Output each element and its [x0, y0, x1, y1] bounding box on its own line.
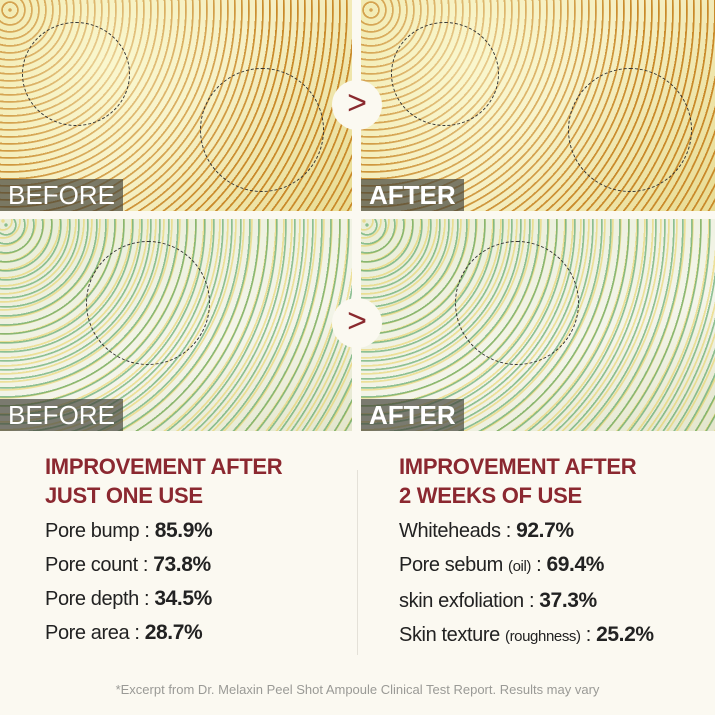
heading-line: IMPROVEMENT AFTER [399, 454, 637, 479]
focus-circle [200, 68, 324, 192]
bottom-before-image: BEFORE [0, 219, 352, 431]
result-value: 69.4% [546, 553, 605, 576]
result-item: Pore area : 28.7% [45, 621, 203, 644]
heading-line: JUST ONE USE [45, 483, 203, 508]
after-label: AFTER [361, 399, 464, 431]
result-item: Pore sebum (oil) : 69.4% [399, 553, 605, 576]
section-heading: IMPROVEMENT AFTER JUST ONE USE [45, 452, 283, 510]
result-item: Pore bump : 85.9% [45, 519, 213, 542]
divider [357, 470, 358, 655]
result-item: skin exfoliation : 37.3% [399, 589, 597, 612]
footnote: *Excerpt from Dr. Melaxin Peel Shot Ampo… [115, 682, 600, 697]
result-item: Skin texture (roughness) : 25.2% [399, 623, 654, 646]
result-label: Pore sebum [399, 554, 503, 576]
result-value: 37.3% [539, 589, 597, 612]
section-heading: IMPROVEMENT AFTER 2 WEEKS OF USE [399, 452, 654, 510]
top-before-image: BEFORE [0, 0, 352, 211]
focus-circle [391, 22, 499, 126]
after-label: AFTER [361, 179, 464, 211]
result-label: Pore depth [45, 588, 139, 610]
before-label: BEFORE [0, 179, 123, 211]
result-label: Whiteheads [399, 520, 501, 542]
before-label: BEFORE [0, 399, 123, 431]
result-label: Skin texture [399, 624, 500, 646]
two-weeks-results: IMPROVEMENT AFTER 2 WEEKS OF USE Whitehea… [399, 452, 654, 654]
arrow-right-icon: > [332, 298, 382, 348]
result-value: 73.8% [153, 553, 211, 576]
focus-circle [455, 241, 579, 365]
focus-circle [22, 22, 130, 126]
result-value: 85.9% [154, 519, 213, 542]
heading-line: 2 WEEKS OF USE [399, 483, 582, 508]
focus-circle [568, 68, 692, 192]
result-sublabel: (roughness) [504, 628, 581, 645]
bottom-after-image: AFTER [361, 219, 715, 431]
one-use-results: IMPROVEMENT AFTER JUST ONE USE Pore bump … [45, 452, 283, 650]
result-value: 34.5% [154, 587, 212, 610]
result-label: Pore area [45, 622, 130, 644]
top-after-image: AFTER [361, 0, 715, 211]
result-label: Pore bump [45, 520, 140, 542]
result-value: 28.7% [144, 621, 203, 644]
result-item: Pore count : 73.8% [45, 553, 211, 576]
heading-line: IMPROVEMENT AFTER [45, 454, 283, 479]
result-label: skin exfoliation [399, 590, 524, 612]
result-item: Whiteheads : 92.7% [399, 519, 574, 542]
result-value: 25.2% [596, 623, 654, 646]
result-value: 92.7% [516, 519, 574, 542]
result-label: Pore count [45, 554, 138, 576]
result-sublabel: (oil) [508, 558, 532, 575]
result-item: Pore depth : 34.5% [45, 587, 212, 610]
focus-circle [86, 241, 210, 365]
arrow-right-icon: > [332, 80, 382, 130]
